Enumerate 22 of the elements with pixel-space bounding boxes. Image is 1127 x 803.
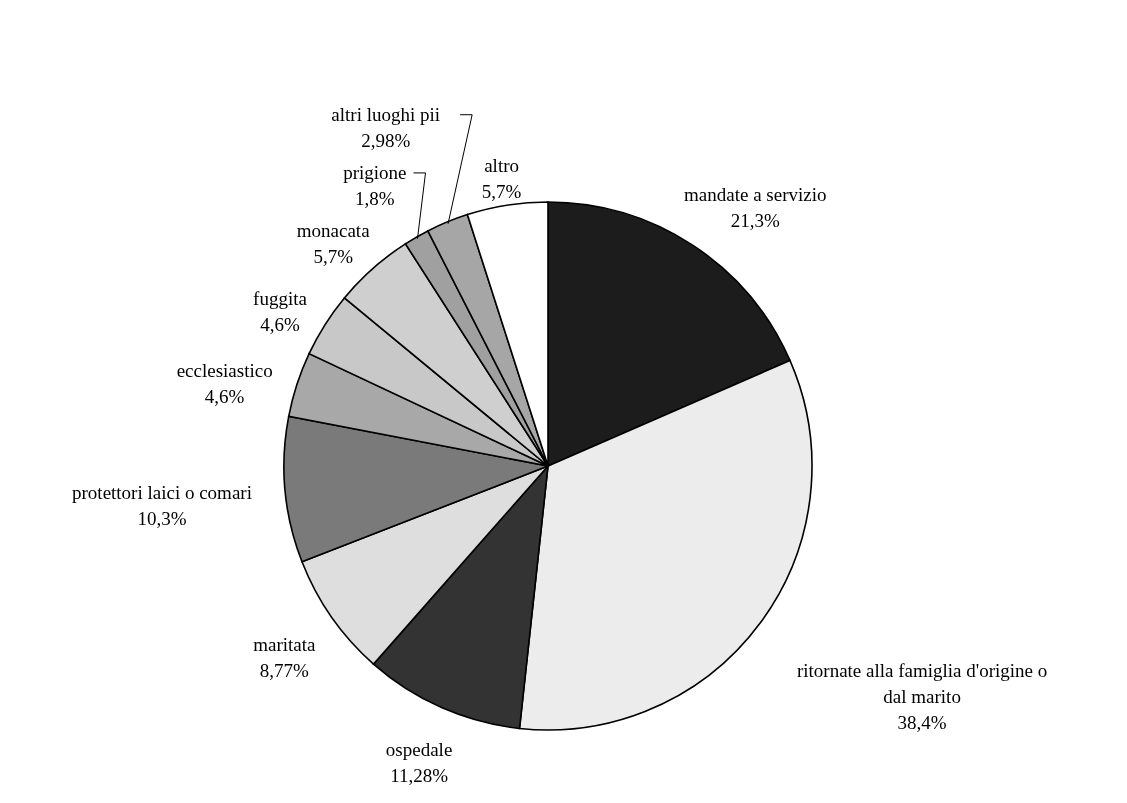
slice-label: ritornate alla famiglia d'origine o dal marito bbox=[796, 660, 1048, 708]
data-label: 5,7% bbox=[481, 180, 522, 202]
data-label: 8,77% bbox=[259, 659, 310, 681]
data-label: 2,98% bbox=[361, 129, 411, 151]
slice-label: prigione bbox=[343, 161, 407, 183]
data-label: 4,6% bbox=[260, 313, 300, 335]
data-label: 1,8% bbox=[354, 187, 395, 209]
data-label: 38,4% bbox=[897, 712, 947, 734]
data-label: 10,3% bbox=[137, 508, 187, 530]
slice-label: ospedale bbox=[385, 738, 453, 760]
slice-label: protettori laici o comari bbox=[72, 482, 252, 504]
slice-label: fuggita bbox=[253, 287, 308, 309]
slice-label: ecclesiastico bbox=[176, 359, 273, 381]
slice-label: altri luoghi pii bbox=[331, 103, 441, 125]
slice-label: maritata bbox=[253, 633, 316, 655]
slice-label: monacata bbox=[296, 220, 371, 242]
data-label: 11,28% bbox=[390, 764, 449, 786]
data-label: 4,6% bbox=[204, 385, 245, 407]
slice-label: mandate a servizio bbox=[684, 183, 827, 205]
data-label: 21,3% bbox=[730, 209, 780, 231]
data-label: 5,7% bbox=[313, 246, 354, 268]
slice-label: altro bbox=[484, 154, 520, 176]
